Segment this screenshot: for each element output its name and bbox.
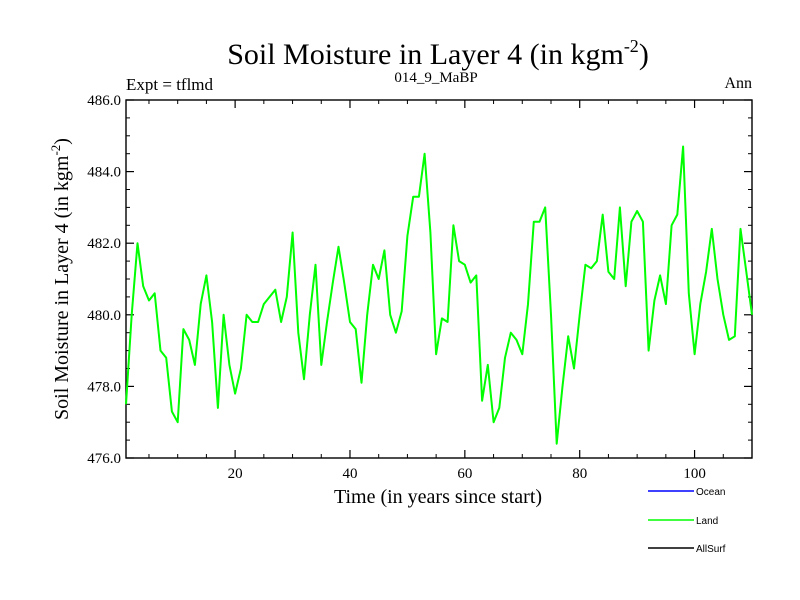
y-tick-label: 476.0 (87, 451, 121, 467)
run-id-label: 014_9_MaBP (394, 70, 477, 86)
legend-label-allsurf: AllSurf (696, 544, 726, 555)
y-tick-label: 480.0 (87, 308, 121, 324)
expt-label: Expt = tflmd (126, 75, 214, 94)
x-axis: 20 40 60 80 100 (149, 100, 752, 482)
x-tick-label: 80 (572, 466, 587, 482)
x-tick-label: 20 (228, 466, 243, 482)
chart-title: Soil Moisture in Layer 4 (in kgm-2) (227, 36, 649, 71)
plot-frame (126, 100, 752, 458)
chart-canvas: Soil Moisture in Layer 4 (in kgm-2) Expt… (0, 0, 800, 600)
legend-label-land: Land (696, 516, 718, 527)
season-label: Ann (724, 75, 752, 92)
y-axis: 476.0 478.0 480.0 482.0 484.0 486.0 (87, 93, 752, 467)
x-tick-label: 40 (342, 466, 357, 482)
y-tick-label: 484.0 (87, 165, 121, 181)
series-line-land (126, 147, 752, 444)
y-tick-label: 478.0 (87, 379, 121, 395)
x-tick-label: 60 (457, 466, 472, 482)
y-tick-label: 486.0 (87, 93, 121, 109)
legend: Ocean Land AllSurf (648, 487, 726, 555)
y-tick-label: 482.0 (87, 236, 121, 252)
legend-label-ocean: Ocean (696, 487, 725, 498)
x-axis-label: Time (in years since start) (334, 486, 542, 508)
y-axis-label: Soil Moisture in Layer 4 (in kgm-2) (48, 138, 73, 420)
x-tick-label: 100 (683, 466, 706, 482)
